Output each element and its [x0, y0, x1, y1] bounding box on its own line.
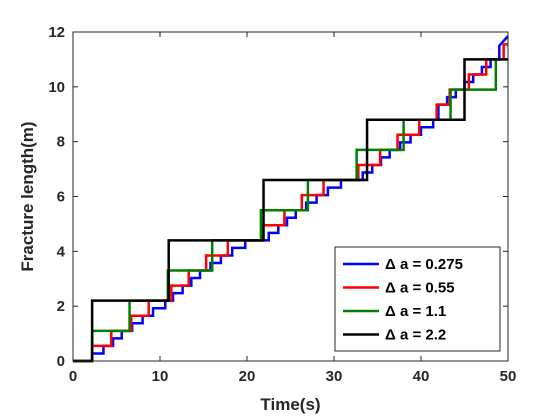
x-tick-label: 50 [500, 368, 517, 385]
series-layer [73, 35, 509, 363]
ticks-layer: 0 10 20 30 40 50 0 2 4 6 8 10 12 [48, 24, 516, 385]
legend-label-3: Δ a = 1.1 [385, 303, 446, 320]
y-tick-label: 12 [48, 24, 65, 41]
legend-label-4: Δ a = 2.2 [385, 327, 446, 344]
y-tick-label: 2 [57, 298, 65, 315]
y-axis-label: Fracture length(m) [18, 121, 37, 271]
x-tick-label: 40 [413, 368, 430, 385]
y-tick-label: 8 [57, 134, 65, 151]
legend-label-2: Δ a = 0.55 [385, 280, 455, 297]
plot-area [72, 31, 509, 363]
x-tick-label: 0 [69, 368, 77, 385]
x-tick-label: 10 [152, 368, 169, 385]
series-line-4 [73, 58, 508, 363]
series-line-3 [73, 58, 508, 363]
legend-label-1: Δ a = 0.275 [385, 256, 463, 273]
x-axis-label: Time(s) [260, 395, 320, 414]
x-tick-label: 20 [239, 368, 256, 385]
y-tick-label: 10 [48, 79, 65, 96]
y-tick-label: 0 [57, 353, 65, 370]
x-tick-label: 30 [326, 368, 343, 385]
y-tick-label: 4 [57, 243, 66, 260]
legend: Δ a = 0.275 Δ a = 0.55 Δ a = 1.1 Δ a = 2.2 [334, 246, 501, 352]
y-tick-label: 6 [57, 189, 65, 206]
